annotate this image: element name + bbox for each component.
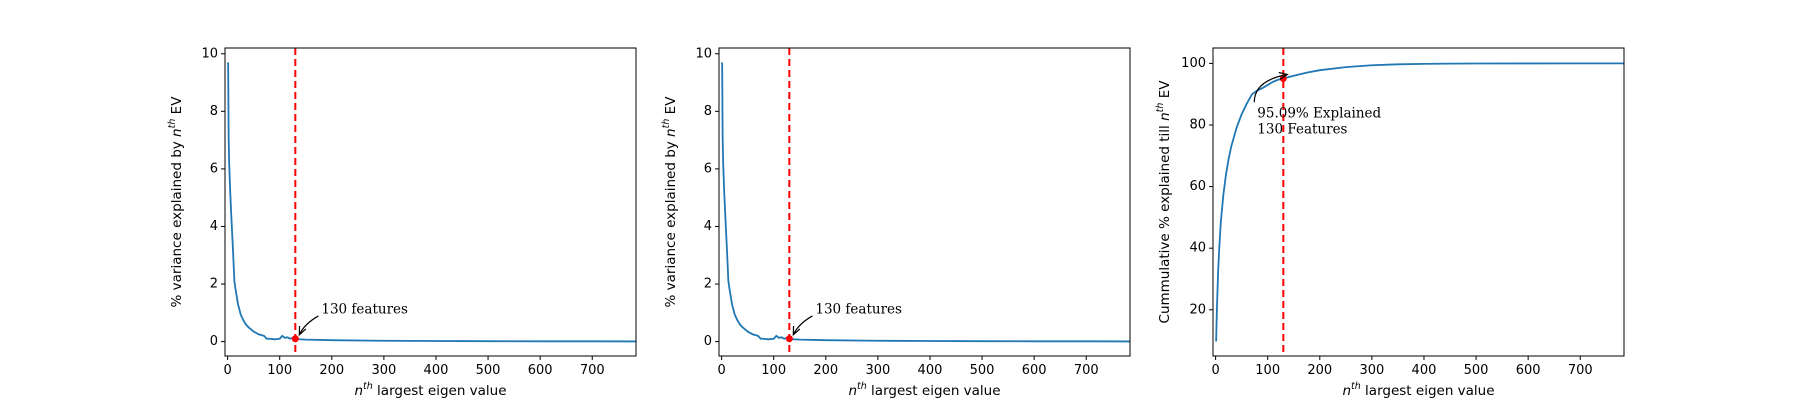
x-tick-label: 600 — [1516, 363, 1541, 378]
x-tick-label: 100 — [1255, 363, 1280, 378]
annotation-text: 95.09% Explained — [1257, 106, 1381, 122]
x-tick-label: 200 — [813, 363, 838, 378]
x-tick-label: 100 — [267, 363, 292, 378]
x-tick-label: 700 — [1568, 363, 1593, 378]
x-tick-label: 0 — [223, 363, 231, 378]
annotation-text: 130 features — [815, 301, 902, 317]
annotation-text: 130 Features — [1257, 122, 1347, 138]
x-tick-label: 500 — [476, 363, 501, 378]
annotation-arrow — [298, 315, 319, 335]
annotation-arrowhead — [792, 325, 801, 337]
y-tick-label: 60 — [1189, 179, 1206, 194]
y-tick-label: 10 — [695, 46, 712, 61]
y-tick-label: 0 — [704, 334, 712, 349]
series-line — [1215, 62, 1624, 342]
axes-frame — [1212, 47, 1625, 357]
annotation-arrowhead — [298, 325, 307, 337]
threshold-marker — [1279, 75, 1287, 83]
y-tick-label: 100 — [1181, 56, 1206, 71]
x-tick-label: 700 — [580, 363, 605, 378]
x-axis-label: nth largest eigen value — [848, 381, 1000, 399]
series-line — [227, 62, 636, 343]
x-tick-label: 400 — [918, 363, 943, 378]
y-tick-label: 40 — [1189, 241, 1206, 256]
x-tick-label: 400 — [424, 363, 449, 378]
annotation-text: 130 features — [321, 301, 408, 317]
y-tick-label: 80 — [1189, 118, 1206, 133]
x-tick-label: 0 — [717, 363, 725, 378]
x-tick-label: 300 — [371, 363, 396, 378]
x-tick-label: 400 — [1412, 363, 1437, 378]
annotation-arrowhead — [1278, 71, 1289, 80]
axes-frame — [224, 47, 637, 357]
x-tick-label: 300 — [1359, 363, 1384, 378]
x-tick-label: 500 — [970, 363, 995, 378]
x-tick-label: 0 — [1211, 363, 1219, 378]
y-tick-label: 0 — [210, 334, 218, 349]
x-tick-label: 600 — [1022, 363, 1047, 378]
y-tick-label: 8 — [704, 104, 712, 119]
subplot-1: 130 features 0 100 200 300 400 500 600 700 0 2 4 6 8 1… — [167, 46, 637, 399]
y-tick-label: 4 — [210, 219, 218, 234]
y-axis-label: % variance explained by nth EV — [661, 96, 679, 308]
x-tick-label: 100 — [761, 363, 786, 378]
x-tick-label: 200 — [1307, 363, 1332, 378]
x-tick-label: 200 — [319, 363, 344, 378]
y-tick-label: 10 — [201, 46, 218, 61]
x-tick-label: 700 — [1074, 363, 1099, 378]
y-tick-label: 2 — [704, 277, 712, 292]
x-tick-label: 600 — [528, 363, 553, 378]
y-tick-label: 2 — [210, 277, 218, 292]
y-tick-label: 20 — [1189, 302, 1206, 317]
y-tick-label: 4 — [704, 219, 712, 234]
x-axis-label: nth largest eigen value — [1342, 381, 1494, 399]
y-axis-label: % variance explained by nth EV — [167, 96, 185, 308]
y-tick-label: 8 — [210, 104, 218, 119]
y-tick-label: 6 — [210, 161, 218, 176]
annotation-arrow — [1253, 73, 1288, 103]
y-tick-label: 6 — [704, 161, 712, 176]
x-tick-label: 500 — [1464, 363, 1489, 378]
x-tick-label: 300 — [865, 363, 890, 378]
axes-frame — [718, 47, 1131, 357]
subplot-2: 130 features 0 100 200 300 400 500 600 700 0 2 4 6 8 1… — [661, 46, 1131, 399]
annotation-arrow — [792, 315, 813, 335]
series-line — [721, 62, 1130, 343]
x-axis-label: nth largest eigen value — [354, 381, 506, 399]
threshold-marker — [291, 335, 299, 343]
threshold-marker — [785, 335, 793, 343]
y-axis-label: Cummulative % explained till nth EV — [1155, 80, 1173, 324]
